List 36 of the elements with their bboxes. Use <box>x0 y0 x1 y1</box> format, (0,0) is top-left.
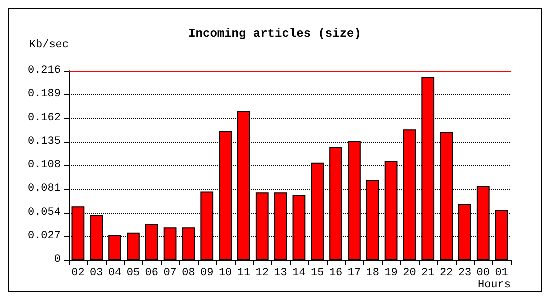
x-tick-label: 19 <box>384 268 398 280</box>
y-tick-label: 0 <box>54 254 61 266</box>
y-axis-title: Kb/sec <box>29 40 69 52</box>
x-tick-label: 01 <box>495 268 509 280</box>
x-tick-label: 13 <box>274 268 288 280</box>
x-tick-label: 06 <box>145 268 158 280</box>
x-axis-title: Hours <box>478 280 511 292</box>
x-tick-label: 07 <box>164 268 177 280</box>
y-tick-label: 0.027 <box>28 230 61 242</box>
chart-title: Incoming articles (size) <box>188 27 362 41</box>
x-tick-label: 11 <box>237 268 251 280</box>
x-tick-label: 00 <box>476 268 490 280</box>
x-tick-label: 10 <box>218 268 232 280</box>
x-tick-label: 04 <box>108 268 122 280</box>
x-tick-label: 21 <box>422 268 436 280</box>
y-tick-label: 0.081 <box>28 183 62 196</box>
x-tick-label: 17 <box>348 268 362 280</box>
x-tick-label: 18 <box>366 268 380 280</box>
x-tick-label: 15 <box>311 268 324 280</box>
x-tick-label: 02 <box>72 268 85 280</box>
x-tick-label: 23 <box>458 268 472 280</box>
x-tick-label: 14 <box>292 268 306 280</box>
x-tick-label: 03 <box>90 268 104 280</box>
x-tick-label: 09 <box>200 268 214 280</box>
y-tick-label: 0.216 <box>28 65 61 77</box>
y-tick-label: 0.135 <box>28 136 61 148</box>
x-tick-label: 22 <box>440 268 454 280</box>
y-tick-label: 0.162 <box>28 112 61 124</box>
x-tick-label: 20 <box>403 268 416 280</box>
x-tick-label: 12 <box>256 268 269 280</box>
x-tick-label: 16 <box>329 268 343 280</box>
x-tick-label: 05 <box>126 268 140 280</box>
x-tick-label: 08 <box>182 268 196 280</box>
y-tick-label: 0.108 <box>28 160 61 172</box>
y-tick-label: 0.189 <box>28 88 61 101</box>
y-tick-label: 0.054 <box>28 206 62 219</box>
